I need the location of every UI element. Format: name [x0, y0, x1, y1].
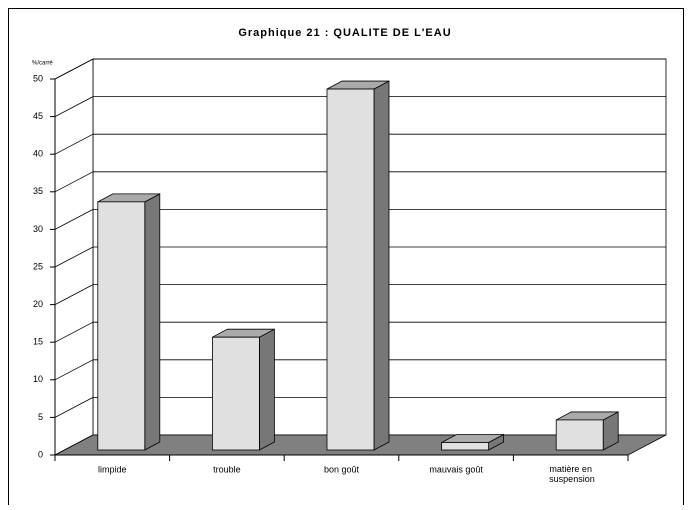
- grid-line: [54, 133, 94, 155]
- grid-line: [54, 284, 94, 305]
- grid-line: [54, 171, 94, 193]
- bar: [441, 433, 505, 451]
- y-tick-label: 35: [33, 186, 43, 196]
- bar: [555, 411, 619, 451]
- bar-side: [258, 328, 275, 451]
- grid-line: [54, 397, 94, 418]
- y-tick-label: 0: [38, 449, 43, 459]
- bar: [326, 80, 390, 451]
- grid-line: [54, 321, 94, 343]
- bar-side: [373, 80, 390, 451]
- bar-side: [144, 193, 161, 451]
- x-tick-label: mauvais goût: [429, 464, 483, 474]
- y-tick-label: 30: [33, 224, 43, 234]
- y-tick-label: 5: [38, 412, 43, 422]
- bar-front: [97, 201, 146, 451]
- y-axis-label: %/carré: [32, 61, 53, 67]
- y-tick-label: 50: [33, 73, 43, 83]
- x-tick-label: limpide: [98, 464, 127, 474]
- x-tick-label: trouble: [213, 464, 241, 474]
- y-tick-label: 45: [33, 111, 43, 121]
- y-tick-label: 20: [33, 299, 43, 309]
- bar: [211, 328, 275, 451]
- bar-front: [211, 336, 260, 451]
- bar: [97, 193, 161, 451]
- bar-front: [326, 88, 375, 451]
- y-tick-label: 15: [33, 337, 43, 347]
- grid-line: [54, 359, 94, 381]
- x-tick-label: matière en suspension: [547, 464, 595, 484]
- grid-line: [54, 96, 94, 117]
- y-tick-label: 25: [33, 261, 43, 271]
- bar-front: [555, 419, 604, 451]
- x-tick-label: bon goût: [324, 464, 360, 474]
- y-tick-label: 40: [33, 149, 43, 159]
- chart-title: Graphique 21 : QUALITE DE L'EAU: [238, 27, 451, 39]
- bar-front: [441, 442, 490, 451]
- grid-line: [54, 58, 94, 80]
- grid-line: [54, 246, 94, 268]
- grid-line: [54, 209, 94, 230]
- y-tick-label: 10: [33, 374, 43, 384]
